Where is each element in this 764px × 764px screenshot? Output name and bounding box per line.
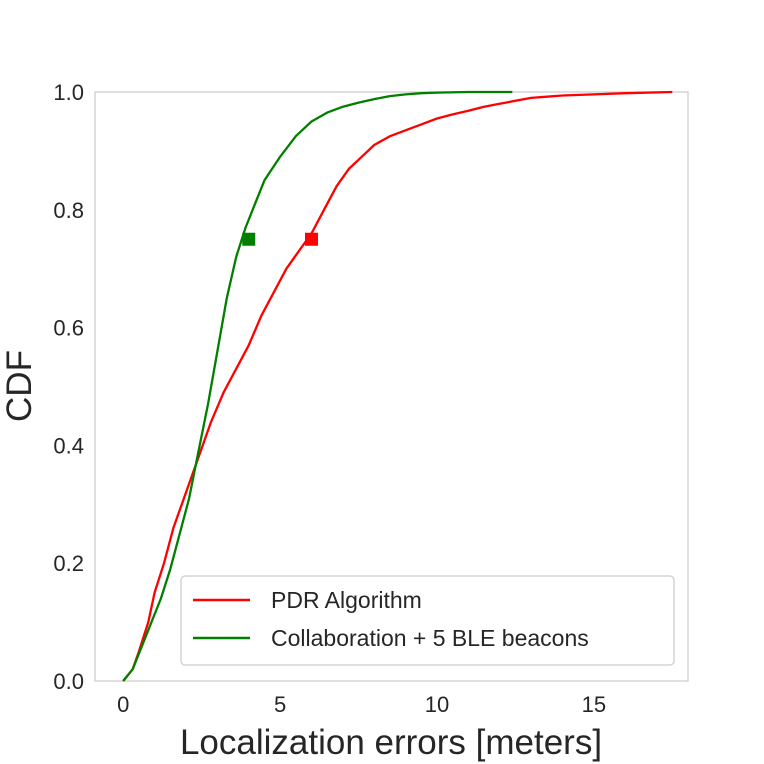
y-tick-label: 0.4 [53,433,84,458]
y-tick-label: 0.2 [53,551,84,576]
series-layer [122,90,673,682]
y-tick-label: 0.8 [53,198,84,223]
x-tick-label: 15 [582,692,606,717]
legend-box [180,575,675,666]
legend-label-collaboration: Collaboration + 5 BLE beacons [271,625,589,651]
x-tick-label: 10 [425,692,449,717]
y-tick-label: 0.6 [53,316,84,341]
x-tick-labels: 0 5 10 15 [117,692,606,717]
y-axis-title: CDF [0,350,39,422]
x-tick-label: 0 [117,692,129,717]
legend-label-pdr: PDR Algorithm [271,587,422,613]
series-line-1 [122,90,513,682]
series-marker-1 [242,232,256,246]
series-marker-0 [304,232,318,246]
x-tick-label: 5 [274,692,286,717]
series-line-0 [122,90,673,682]
legend: PDR Algorithm Collaboration + 5 BLE beac… [180,575,675,666]
y-tick-labels: 0.0 0.2 0.4 0.6 0.8 1.0 [53,80,84,694]
marker-layer [242,232,318,246]
x-axis-title: Localization errors [meters] [180,723,602,762]
y-tick-label: 1.0 [53,80,84,105]
y-tick-label: 0.0 [53,669,84,694]
